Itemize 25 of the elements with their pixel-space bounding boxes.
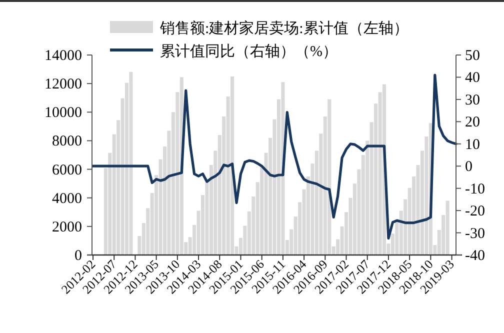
y-tick-label: 12000 bbox=[44, 76, 82, 93]
line-series bbox=[92, 74, 458, 240]
y-tick-label: 6000 bbox=[52, 162, 82, 178]
legend-label: 销售额:建材家居卖场:累计值（左轴） bbox=[159, 20, 408, 37]
bar bbox=[129, 72, 133, 255]
y2-tick-label: 0 bbox=[465, 159, 472, 176]
y-tick-label: 4000 bbox=[52, 190, 82, 207]
y2-tick-label: 20 bbox=[465, 114, 480, 131]
y2-tick-label: -30 bbox=[465, 226, 485, 242]
y2-tick-label: 40 bbox=[465, 70, 480, 86]
y2-tick-label: -20 bbox=[465, 204, 485, 220]
y-tick-label: 2000 bbox=[52, 219, 82, 236]
y2-tick-label: -10 bbox=[465, 181, 485, 198]
y-tick-label: 0 bbox=[74, 248, 82, 264]
y-tick-label: 10000 bbox=[44, 105, 82, 122]
bar bbox=[328, 99, 332, 255]
legend-label: 累计值同比（右轴）（%） bbox=[160, 43, 338, 60]
y2-tick-label: 10 bbox=[465, 136, 480, 153]
y-tick-label: 8000 bbox=[52, 134, 82, 150]
y2-tick-label: -40 bbox=[465, 248, 485, 264]
y-tick-label: 14000 bbox=[44, 48, 82, 64]
y2-tick-label: 30 bbox=[465, 92, 480, 108]
bar bbox=[230, 76, 234, 255]
bar bbox=[446, 200, 450, 255]
y2-tick-label: 50 bbox=[465, 48, 480, 64]
